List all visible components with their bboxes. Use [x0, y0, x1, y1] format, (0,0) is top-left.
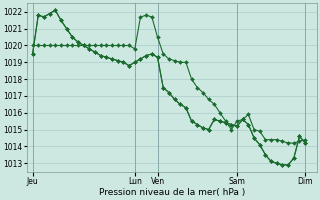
X-axis label: Pression niveau de la mer( hPa ): Pression niveau de la mer( hPa ) — [99, 188, 245, 197]
